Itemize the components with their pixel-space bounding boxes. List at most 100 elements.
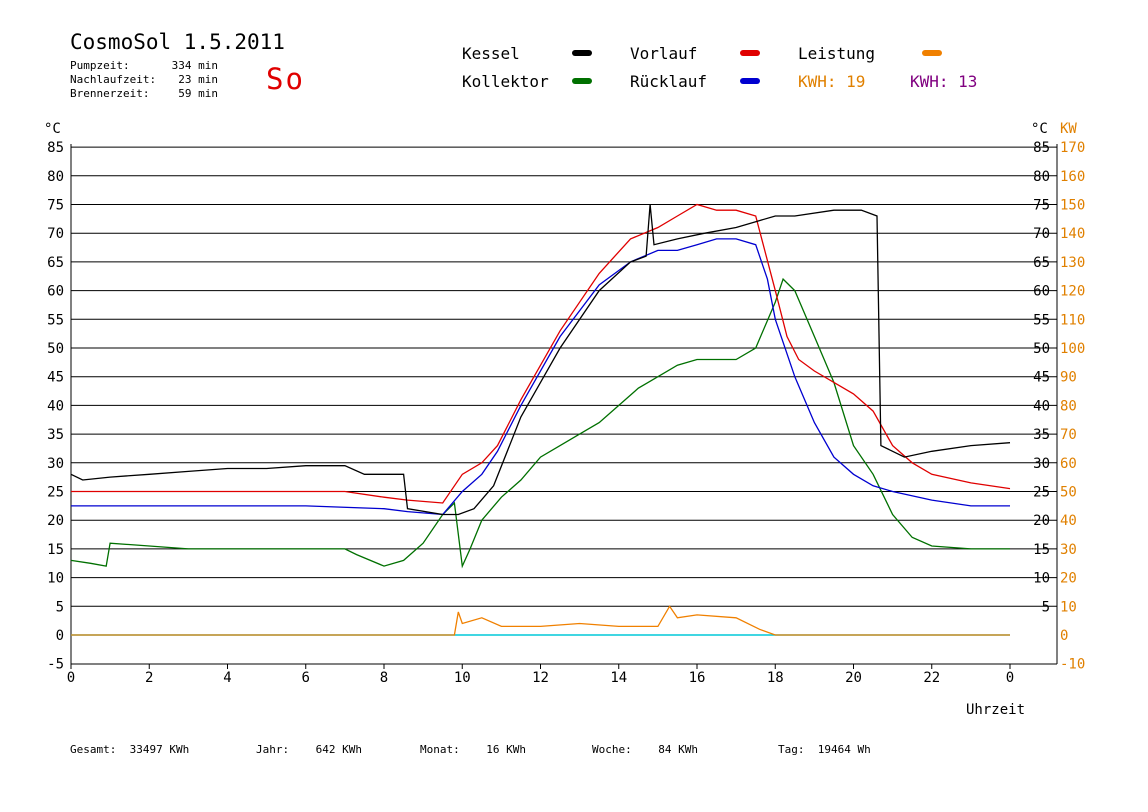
series-line-ruecklauf <box>71 238 1010 516</box>
y-tick-label: 20 <box>47 513 64 529</box>
y-tick-label: 70 <box>47 226 64 242</box>
x-tick-label: 2 <box>145 670 153 686</box>
chart-title: CosmoSol 1.5.2011 <box>70 30 285 54</box>
footer-tag: Tag: 19464 Wh <box>778 743 871 756</box>
x-tick-label: 0 <box>1006 670 1014 686</box>
x-tick-label: 16 <box>689 670 706 686</box>
y-tick-label: 55 <box>47 312 64 328</box>
footer-label: Jahr: <box>256 743 290 756</box>
y-tick-label-right: 45 <box>1033 370 1050 386</box>
y-tick-label-right: 80 <box>1033 169 1050 185</box>
y-tick-label: 0 <box>56 628 64 644</box>
y-tick-label: 75 <box>47 198 64 214</box>
legend-kessel-label: Kessel <box>462 44 520 63</box>
stat-brennerzeit: Brennerzeit: 59 min <box>70 87 218 100</box>
y-tick-label: -5 <box>47 657 64 673</box>
x-tick-label: 14 <box>610 670 627 686</box>
y-tick-label-right: 70 <box>1033 226 1050 242</box>
legend-ruecklauf-swatch <box>740 78 760 84</box>
stat-value: 334 min <box>171 59 218 72</box>
y2-tick-label: 20 <box>1060 571 1077 587</box>
series-line-vorlauf <box>71 203 1011 504</box>
stat-nachlaufzeit: Nachlaufzeit: 23 min <box>70 73 218 86</box>
y2-tick-label: 40 <box>1060 513 1077 529</box>
y2-tick-label: 90 <box>1060 370 1077 386</box>
y-tick-label: 80 <box>47 169 64 185</box>
y-tick-label: 60 <box>47 284 64 300</box>
y-tick-label-right: 55 <box>1033 312 1050 328</box>
y-tick-label-right: 75 <box>1033 198 1050 214</box>
y-tick-label-right: 65 <box>1033 255 1050 271</box>
x-tick-label: 0 <box>67 670 75 686</box>
x-tick-label: 6 <box>302 670 310 686</box>
kwh-value: 19 <box>846 72 866 91</box>
x-tick-label: 18 <box>767 670 784 686</box>
y2-tick-label: 140 <box>1060 226 1085 242</box>
y-tick-label: 10 <box>47 571 64 587</box>
x-tick-label: 20 <box>845 670 862 686</box>
y-tick-label-right: 85 <box>1033 140 1050 156</box>
y2-tick-label: 0 <box>1060 628 1068 644</box>
kwh-value: 13 <box>958 72 978 91</box>
footer-jahr: Jahr: 642 KWh <box>256 743 362 756</box>
y-tick-label-right: 15 <box>1033 542 1050 558</box>
y-tick-label: 65 <box>47 255 64 271</box>
y-tick-label: 85 <box>47 140 64 156</box>
footer-value: 84 KWh <box>658 743 698 756</box>
series-line-leistung <box>71 605 1010 636</box>
stat-label: Brennerzeit: <box>70 87 150 100</box>
y-tick-label: 5 <box>56 599 64 615</box>
footer-woche: Woche: 84 KWh <box>592 743 698 756</box>
y-axis-unit-left: °C <box>44 121 61 137</box>
footer-value: 19464 Wh <box>817 743 871 756</box>
legend-vorlauf-swatch <box>740 50 760 56</box>
y-tick-label: 30 <box>47 456 64 472</box>
footer-label: Monat: <box>420 743 460 756</box>
kwh-label: KWH: <box>910 72 949 91</box>
y2-tick-label: 60 <box>1060 456 1077 472</box>
legend-ruecklauf-label: Rücklauf <box>630 72 708 91</box>
kwh-secondary: KWH: 13 <box>910 72 977 91</box>
stat-value: 59 min <box>178 87 218 100</box>
x-tick-label: 22 <box>923 670 940 686</box>
y2-tick-label: 160 <box>1060 169 1085 185</box>
y-tick-label-right: 50 <box>1033 341 1050 357</box>
y2-tick-label: -10 <box>1060 657 1085 673</box>
y-axis-unit-power: KW <box>1060 121 1077 137</box>
y-tick-label: 50 <box>47 341 64 357</box>
y-tick-label-right: 35 <box>1033 427 1050 443</box>
legend-kessel-swatch <box>572 50 592 56</box>
footer-value: 16 KWh <box>486 743 526 756</box>
y-tick-label-right: 60 <box>1033 284 1050 300</box>
y-tick-label: 40 <box>47 398 64 414</box>
x-tick-label: 8 <box>380 670 388 686</box>
y2-tick-label: 30 <box>1060 542 1077 558</box>
y-tick-label: 25 <box>47 485 64 501</box>
x-tick-label: 10 <box>454 670 471 686</box>
legend-leistung-swatch <box>922 50 942 56</box>
footer-label: Gesamt: <box>70 743 117 756</box>
kwh-leistung: KWH: 19 <box>798 72 865 91</box>
y2-tick-label: 110 <box>1060 312 1085 328</box>
y2-tick-label: 100 <box>1060 341 1085 357</box>
y2-tick-label: 170 <box>1060 140 1085 156</box>
y-tick-label-right: 10 <box>1033 571 1050 587</box>
y-tick-label-right: 25 <box>1033 485 1050 501</box>
series-line-kollektor <box>70 277 1010 569</box>
y-tick-label: 45 <box>47 370 64 386</box>
x-tick-label: 4 <box>223 670 231 686</box>
footer-label: Tag: <box>778 743 805 756</box>
stat-label: Nachlaufzeit: <box>70 73 157 86</box>
stat-value: 23 min <box>178 73 218 86</box>
y-tick-label: 15 <box>47 542 64 558</box>
footer-value: 642 KWh <box>315 743 362 756</box>
footer-gesamt: Gesamt: 33497 KWh <box>70 743 189 756</box>
kwh-label: KWH: <box>798 72 837 91</box>
footer-label: Woche: <box>592 743 632 756</box>
y-tick-label-right: 40 <box>1033 398 1050 414</box>
stat-pumpzeit: Pumpzeit: 334 min <box>70 59 218 72</box>
legend-kollektor-swatch <box>572 78 592 84</box>
legend-kollektor-label: Kollektor <box>462 72 549 91</box>
y2-tick-label: 150 <box>1060 198 1085 214</box>
